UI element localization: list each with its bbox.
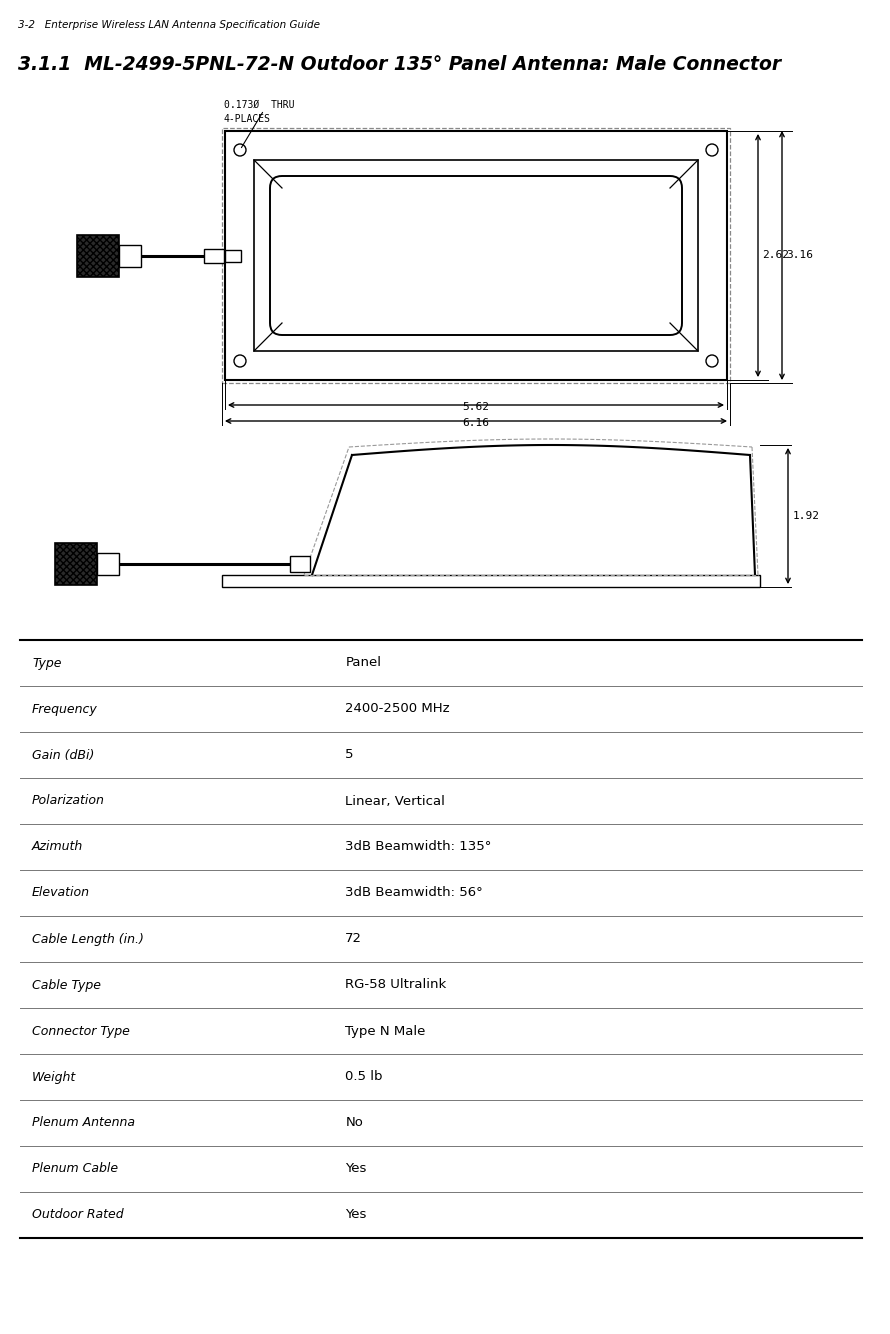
Text: Outdoor Rated: Outdoor Rated xyxy=(32,1209,124,1222)
Bar xyxy=(222,128,730,383)
Bar xyxy=(225,131,727,380)
Bar xyxy=(97,554,119,575)
Text: 6.16: 6.16 xyxy=(463,418,490,428)
Text: 3dB Beamwidth: 135°: 3dB Beamwidth: 135° xyxy=(345,840,491,854)
Text: 1.92: 1.92 xyxy=(793,511,820,522)
Bar xyxy=(290,556,310,572)
Bar xyxy=(55,543,97,586)
Text: Azimuth: Azimuth xyxy=(32,840,84,854)
Text: 3dB Beamwidth: 56°: 3dB Beamwidth: 56° xyxy=(345,887,483,899)
Text: Cable Length (in.): Cable Length (in.) xyxy=(32,932,144,946)
Bar xyxy=(77,235,119,276)
Text: 3-2   Enterprise Wireless LAN Antenna Specification Guide: 3-2 Enterprise Wireless LAN Antenna Spec… xyxy=(18,20,320,29)
Circle shape xyxy=(234,355,246,367)
Bar xyxy=(254,160,698,351)
Text: Yes: Yes xyxy=(345,1162,367,1175)
Text: Weight: Weight xyxy=(32,1070,77,1083)
Text: Cable Type: Cable Type xyxy=(32,979,101,991)
Circle shape xyxy=(234,144,246,156)
Text: Polarization: Polarization xyxy=(32,795,105,807)
FancyBboxPatch shape xyxy=(270,176,682,335)
Bar xyxy=(225,249,241,261)
Text: Plenum Cable: Plenum Cable xyxy=(32,1162,118,1175)
Text: Elevation: Elevation xyxy=(32,887,90,899)
Text: 5: 5 xyxy=(345,748,354,762)
Text: Gain (dBi): Gain (dBi) xyxy=(32,748,94,762)
Circle shape xyxy=(706,355,718,367)
Text: 0.173Ø  THRU: 0.173Ø THRU xyxy=(224,100,295,109)
Text: 4-PLACES: 4-PLACES xyxy=(224,113,271,124)
Bar xyxy=(119,244,141,267)
Text: 2400-2500 MHz: 2400-2500 MHz xyxy=(345,703,450,715)
Text: Plenum Antenna: Plenum Antenna xyxy=(32,1117,135,1130)
Bar xyxy=(204,248,224,263)
Text: 3.16: 3.16 xyxy=(786,251,813,260)
Text: Frequency: Frequency xyxy=(32,703,98,715)
Text: RG-58 Ultralink: RG-58 Ultralink xyxy=(345,979,447,991)
Circle shape xyxy=(706,144,718,156)
Text: 2.62: 2.62 xyxy=(762,251,789,260)
Text: Type N Male: Type N Male xyxy=(345,1025,425,1038)
Text: 0.5 lb: 0.5 lb xyxy=(345,1070,383,1083)
Text: Panel: Panel xyxy=(345,656,381,670)
Text: No: No xyxy=(345,1117,363,1130)
Text: Yes: Yes xyxy=(345,1209,367,1222)
Text: 5.62: 5.62 xyxy=(463,402,490,412)
Text: 72: 72 xyxy=(345,932,362,946)
Bar xyxy=(222,575,760,587)
Text: Connector Type: Connector Type xyxy=(32,1025,130,1038)
Text: Type: Type xyxy=(32,656,61,670)
Text: Linear, Vertical: Linear, Vertical xyxy=(345,795,445,807)
Text: 3.1.1  ML-2499-5PNL-72-N Outdoor 135° Panel Antenna: Male Connector: 3.1.1 ML-2499-5PNL-72-N Outdoor 135° Pan… xyxy=(18,55,781,73)
